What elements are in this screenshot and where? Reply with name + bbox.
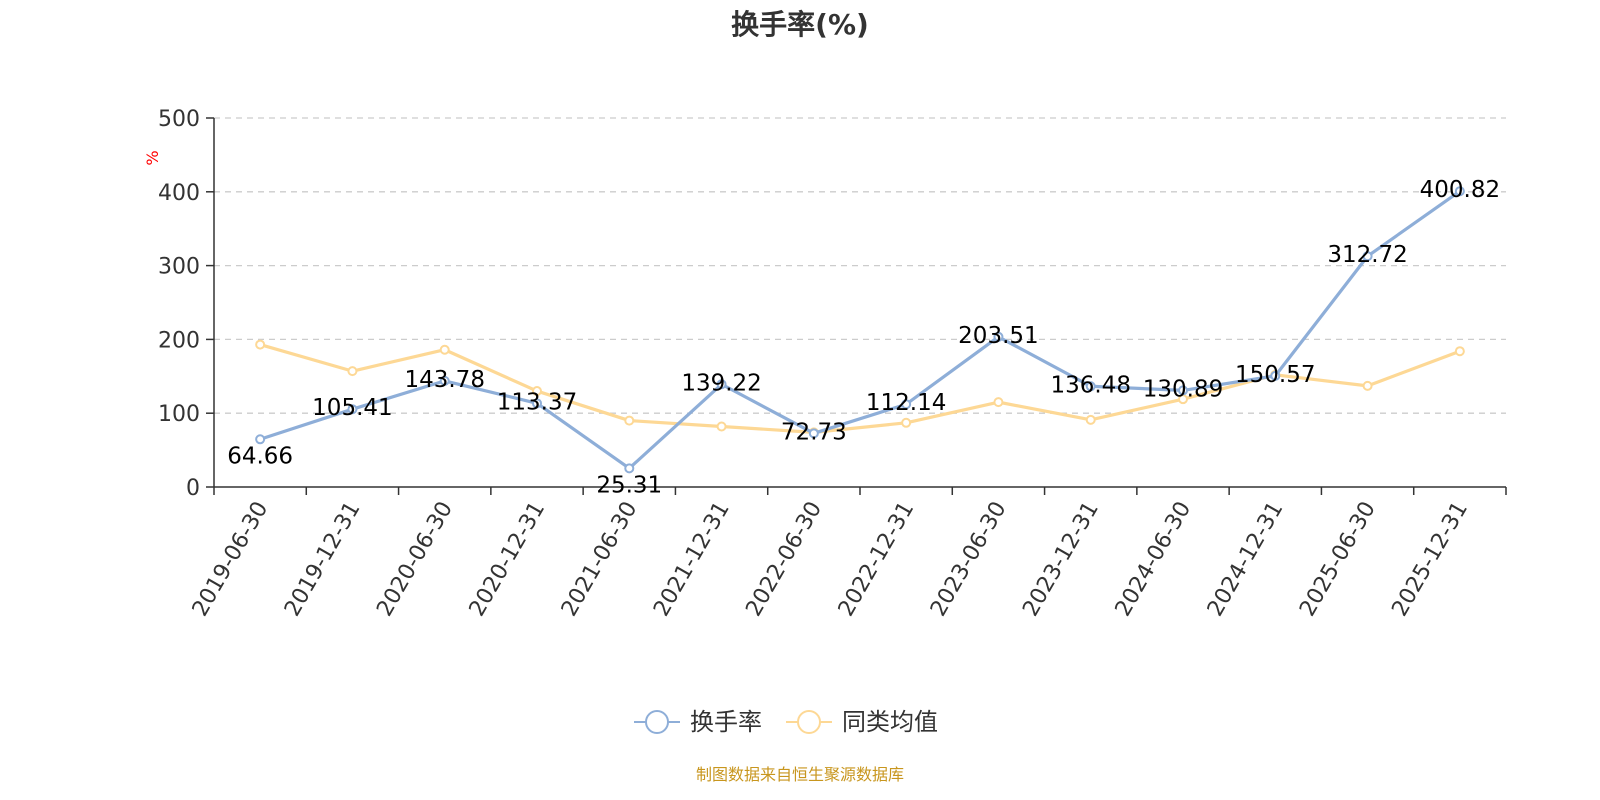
data-point[interactable] xyxy=(901,417,912,428)
y-axis-unit-label: % xyxy=(143,150,162,165)
x-tick-label: 2021-12-31 xyxy=(649,498,735,621)
legend-marker xyxy=(645,710,669,734)
x-tick-label: 2025-12-31 xyxy=(1387,498,1473,621)
data-point[interactable] xyxy=(993,331,1004,342)
data-label: 112.14 xyxy=(866,390,946,416)
data-point[interactable] xyxy=(1454,186,1465,197)
series-line-turnover xyxy=(259,189,1461,470)
y-tick-label: 500 xyxy=(158,107,200,132)
x-tick-label: 2024-06-30 xyxy=(1111,498,1197,621)
data-point[interactable] xyxy=(347,404,358,415)
legend[interactable]: 换手率 同类均值 xyxy=(634,708,938,736)
x-tick-label: 2021-06-30 xyxy=(557,498,643,621)
data-point[interactable] xyxy=(716,379,727,390)
data-point[interactable] xyxy=(1178,385,1188,396)
data-point[interactable] xyxy=(808,428,819,439)
data-label: 203.51 xyxy=(958,323,1038,349)
x-tick-label: 2019-06-30 xyxy=(188,498,274,621)
x-tick-label: 2020-12-31 xyxy=(465,498,551,621)
data-label: 136.48 xyxy=(1050,372,1130,398)
data-point[interactable] xyxy=(993,397,1004,408)
data-point[interactable] xyxy=(1454,346,1465,357)
y-tick-label: 400 xyxy=(158,181,200,206)
data-point[interactable] xyxy=(1362,380,1373,391)
legend-marker xyxy=(797,710,821,734)
x-tick-label: 2019-12-31 xyxy=(280,498,366,621)
data-point[interactable] xyxy=(255,434,266,445)
x-tick-label: 2023-12-31 xyxy=(1018,498,1104,621)
data-point[interactable] xyxy=(532,386,542,397)
x-tick-label: 2022-12-31 xyxy=(834,498,920,621)
data-point[interactable] xyxy=(439,344,450,355)
data-label: 25.31 xyxy=(596,472,662,498)
data-point[interactable] xyxy=(624,463,635,474)
data-label: 312.72 xyxy=(1327,242,1407,268)
data-label: 143.78 xyxy=(404,367,484,393)
data-point[interactable] xyxy=(439,375,450,386)
legend-label: 换手率 xyxy=(690,708,762,736)
data-point[interactable] xyxy=(255,339,266,350)
x-tick-label: 2020-06-30 xyxy=(372,498,458,621)
data-label: 400.82 xyxy=(1420,177,1500,203)
x-tick-label: 2023-06-30 xyxy=(926,498,1012,621)
x-tick-label: 2022-06-30 xyxy=(741,498,827,621)
y-tick-label: 0 xyxy=(186,476,200,501)
data-point[interactable] xyxy=(1270,370,1281,381)
x-tick-label: 2025-06-30 xyxy=(1295,498,1381,621)
data-point[interactable] xyxy=(1085,381,1096,392)
series xyxy=(255,186,1465,474)
chart-title: 换手率(%) xyxy=(731,8,869,41)
data-point[interactable] xyxy=(532,398,542,409)
data-label: 64.66 xyxy=(227,443,293,469)
data-label: 150.57 xyxy=(1235,362,1315,388)
data-point[interactable] xyxy=(347,366,358,377)
x-tick-label: 2024-12-31 xyxy=(1203,498,1289,621)
data-labels: 64.66 105.41 143.78 113.37 25.31 139.22 72.73 1… xyxy=(227,177,1500,498)
data-source-note: 制图数据来自恒生聚源数据库 xyxy=(696,765,904,784)
data-label: 130.89 xyxy=(1143,376,1223,402)
legend-label: 同类均值 xyxy=(842,708,938,736)
legend-item-turnover[interactable]: 换手率 xyxy=(634,708,762,736)
legend-item-peer-average[interactable]: 同类均值 xyxy=(786,708,938,736)
data-label: 72.73 xyxy=(781,419,847,445)
data-label: 113.37 xyxy=(497,389,577,415)
y-tick-label: 100 xyxy=(158,402,200,427)
data-point[interactable] xyxy=(1085,414,1096,425)
data-point[interactable] xyxy=(1362,251,1373,262)
data-point[interactable] xyxy=(716,421,727,432)
data-point[interactable] xyxy=(624,415,635,426)
y-tick-label: 200 xyxy=(158,328,200,353)
data-point[interactable] xyxy=(901,399,912,410)
data-label: 105.41 xyxy=(312,395,392,421)
y-tick-label: 300 xyxy=(158,255,200,280)
data-label: 139.22 xyxy=(681,370,761,396)
